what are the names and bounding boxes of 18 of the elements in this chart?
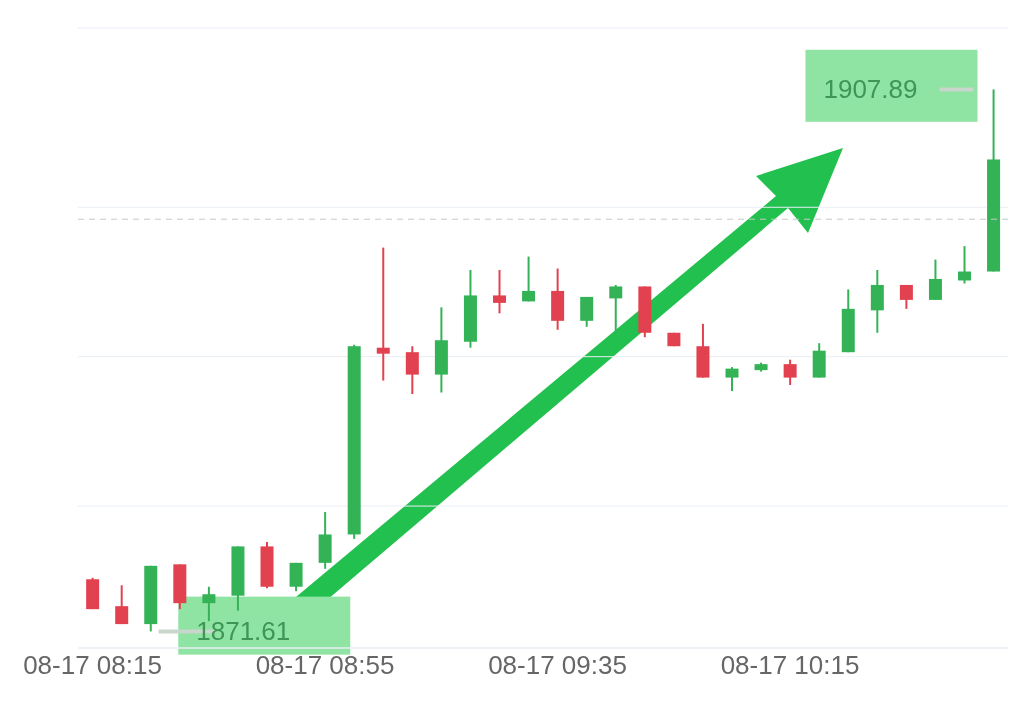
candlestick xyxy=(522,255,536,303)
candlestick xyxy=(289,561,303,593)
candlestick xyxy=(580,295,594,328)
candlestick xyxy=(725,366,739,393)
annotation: 1871.61 xyxy=(196,616,291,647)
candlestick xyxy=(493,269,507,315)
candlestick xyxy=(405,345,419,396)
candlestick xyxy=(783,358,797,387)
candlestick xyxy=(376,246,390,382)
candlestick xyxy=(928,258,942,301)
x-tick-label: 08-17 08:55 xyxy=(255,650,395,681)
candlestick xyxy=(115,584,129,626)
x-tick-label: 08-17 08:15 xyxy=(23,650,162,681)
candlestick xyxy=(609,283,623,336)
candlestick xyxy=(202,585,216,623)
x-tick-label: 08-17 09:35 xyxy=(488,650,627,681)
annotation: 1907.89 xyxy=(823,74,918,105)
x-tick-label: 08-17 10:15 xyxy=(720,650,860,681)
